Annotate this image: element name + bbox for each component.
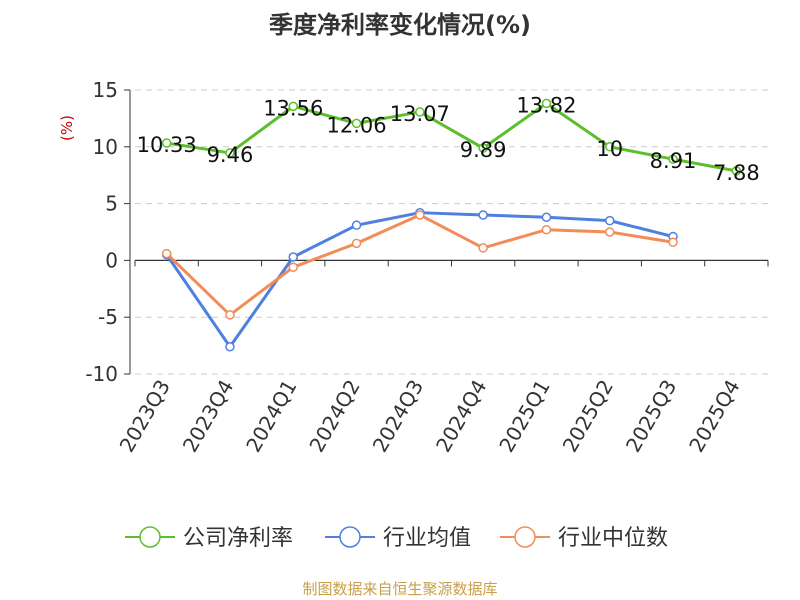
data-point — [288, 252, 298, 262]
x-tick-label: 2025Q4 — [684, 376, 744, 457]
data-label: 9.46 — [207, 143, 254, 167]
y-tick-label: 15 — [93, 78, 118, 102]
data-point — [225, 341, 235, 352]
data-point — [541, 212, 552, 222]
data-label: 13.07 — [390, 102, 450, 126]
series-line — [166, 101, 737, 173]
legend: 公司净利率 行业均值 行业中位数 — [125, 526, 668, 551]
data-label: 13.56 — [263, 96, 323, 120]
data-point — [415, 107, 425, 117]
data-point — [351, 118, 362, 129]
x-tick-label: 2024Q3 — [368, 376, 428, 457]
data-label: 10 — [596, 137, 623, 161]
y-tick-label: -5 — [98, 305, 118, 329]
data-point — [288, 262, 298, 272]
data-point — [478, 243, 488, 253]
data-source-note: 制图数据来自恒生聚源数据库 — [302, 580, 498, 598]
data-label: 8.91 — [650, 149, 697, 173]
y-axis-label: (%) — [58, 115, 76, 141]
data-point — [415, 210, 425, 220]
series-line — [165, 213, 674, 317]
legend-marker — [139, 526, 161, 548]
data-point — [478, 210, 488, 220]
x-tick-label: 2023Q3 — [115, 376, 175, 457]
legend-label: 行业均值 — [383, 526, 471, 551]
chart-title: 季度净利率变化情况(%) — [269, 11, 531, 39]
data-point — [288, 101, 298, 112]
data-point — [351, 238, 362, 249]
data-label: 13.82 — [516, 93, 576, 117]
x-tick-label: 2024Q2 — [304, 376, 364, 457]
y-tick-label: 0 — [105, 248, 118, 272]
legend-label: 公司净利率 — [183, 526, 293, 551]
y-tick-label: 5 — [105, 192, 118, 216]
series-lines — [161, 98, 742, 352]
y-tick-label: 10 — [93, 135, 118, 159]
data-label: 12.06 — [326, 113, 386, 137]
legend-label: 行业中位数 — [558, 526, 668, 551]
data-point — [161, 138, 172, 148]
x-tick-label: 2025Q1 — [494, 376, 554, 457]
data-point — [541, 98, 552, 109]
data-point — [478, 143, 488, 153]
data-point — [541, 224, 552, 235]
x-tick-label: 2023Q4 — [178, 376, 238, 457]
x-tick-label: 2024Q4 — [431, 376, 491, 457]
data-point — [351, 220, 362, 230]
data-label: 9.89 — [460, 138, 507, 162]
data-point — [668, 154, 678, 164]
x-tick-label: 2025Q3 — [621, 376, 681, 457]
data-point — [605, 215, 615, 226]
data-point — [605, 142, 615, 152]
data-point — [605, 227, 615, 237]
data-point — [731, 166, 742, 176]
data-point — [668, 237, 678, 247]
data-label: 7.88 — [713, 161, 760, 185]
y-tick-label: -10 — [85, 362, 118, 386]
data-label: 10.33 — [137, 133, 197, 157]
data-point — [161, 248, 172, 259]
x-tick-label: 2024Q1 — [241, 376, 301, 457]
data-point — [225, 148, 235, 158]
legend-marker — [339, 526, 361, 548]
data-point — [225, 310, 235, 320]
x-tick-label: 2025Q2 — [558, 376, 618, 457]
legend-marker — [514, 526, 536, 548]
